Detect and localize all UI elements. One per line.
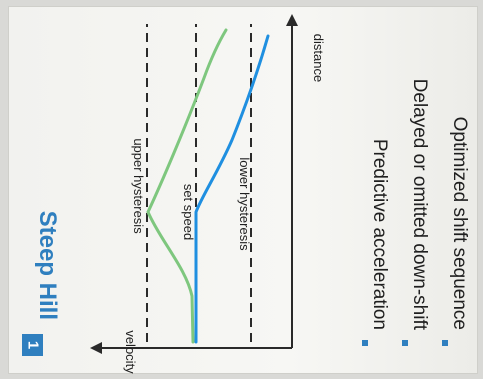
velocity-axis-label: velocity xyxy=(123,330,138,374)
bullet-marker-icon xyxy=(402,340,408,346)
bullet-item-delayed-down-shift: Delayed or omitted down-shift xyxy=(409,79,430,331)
lower-hysteresis-label: lower hysteresis xyxy=(237,157,252,251)
green-velocity-curve xyxy=(146,28,228,344)
velocity-axis-arrow-icon xyxy=(90,342,102,354)
upper-hysteresis-label: upper hysteresis xyxy=(131,138,146,234)
distance-axis-arrow-icon xyxy=(286,14,298,26)
panel-number: 1 xyxy=(25,341,42,349)
bullet-item-predictive-acceleration: Predictive acceleration xyxy=(369,139,390,330)
blue-velocity-curve xyxy=(194,34,270,344)
axes xyxy=(90,14,298,354)
bullet-item-optimized-shift-sequence: Optimized shift sequence xyxy=(449,117,470,330)
panel-title: Steep Hill xyxy=(34,211,61,320)
panel-number-badge xyxy=(22,334,43,356)
set-speed-label: set speed xyxy=(181,184,196,240)
panel-header: 1 Steep Hill xyxy=(22,211,61,356)
bullet-marker-icon xyxy=(362,340,368,346)
distance-axis-label: distance xyxy=(311,34,326,82)
bullet-marker-icon xyxy=(442,340,448,346)
feature-bullet-list: Predictive acceleration Delayed or omitt… xyxy=(362,79,470,346)
paper-background xyxy=(8,6,478,374)
